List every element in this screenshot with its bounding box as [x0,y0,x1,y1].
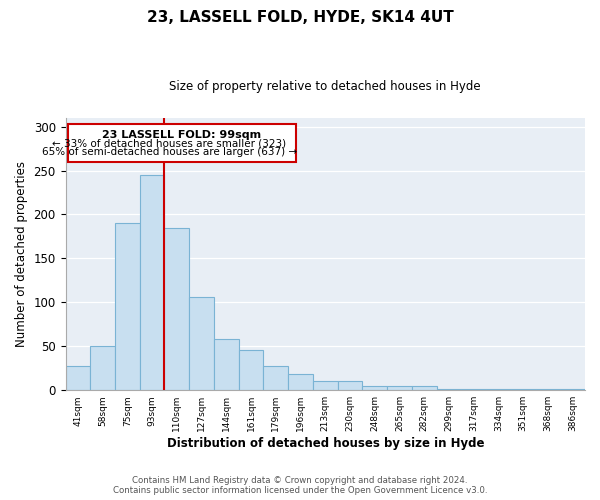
Bar [115,223,140,390]
Bar [263,366,288,390]
Title: Size of property relative to detached houses in Hyde: Size of property relative to detached ho… [169,80,481,93]
Bar [412,386,437,390]
Bar [338,382,362,390]
Text: 23, LASSELL FOLD, HYDE, SK14 4UT: 23, LASSELL FOLD, HYDE, SK14 4UT [146,10,454,25]
Bar [387,386,412,390]
Y-axis label: Number of detached properties: Number of detached properties [15,161,28,347]
Text: ← 33% of detached houses are smaller (323): ← 33% of detached houses are smaller (32… [52,139,286,149]
Bar [239,350,263,390]
Bar [164,228,189,390]
Bar [214,339,239,390]
Text: 23 LASSELL FOLD: 99sqm: 23 LASSELL FOLD: 99sqm [102,130,262,140]
Bar [90,346,115,390]
Bar [65,366,90,390]
Bar [313,380,338,390]
Bar [140,175,164,390]
Text: 65% of semi-detached houses are larger (637) →: 65% of semi-detached houses are larger (… [42,147,297,157]
Bar [288,374,313,390]
Bar [362,386,387,390]
Bar [68,124,296,162]
Bar [189,297,214,390]
X-axis label: Distribution of detached houses by size in Hyde: Distribution of detached houses by size … [167,437,484,450]
Text: Contains HM Land Registry data © Crown copyright and database right 2024.
Contai: Contains HM Land Registry data © Crown c… [113,476,487,495]
